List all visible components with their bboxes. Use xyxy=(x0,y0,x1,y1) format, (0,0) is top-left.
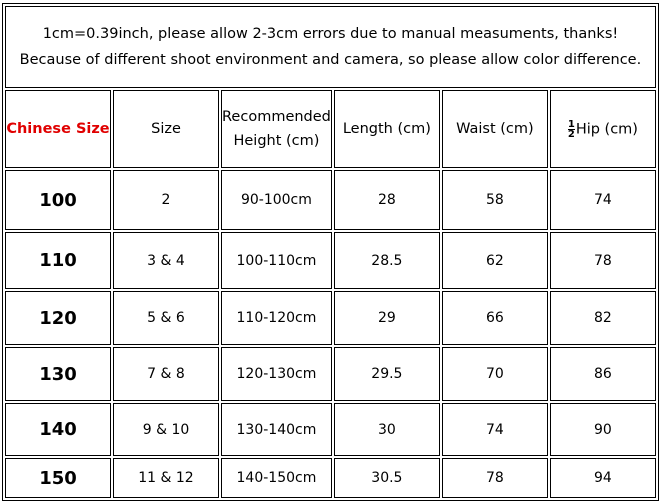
cell-waist: 78 xyxy=(441,458,548,498)
cell-size: 2 xyxy=(113,170,219,230)
table-row: 130 7 & 8 120-130cm 29.5 70 86 xyxy=(5,347,656,401)
fraction-denominator: 2 xyxy=(567,128,575,140)
header-hip-label: Hip (cm) xyxy=(575,121,638,137)
measurement-notice: 1cm=0.39inch, please allow 2-3cm errors … xyxy=(5,6,656,88)
cell-size: 5 & 6 xyxy=(113,291,219,345)
cell-height: 130-140cm xyxy=(221,403,332,456)
cell-height: 140-150cm xyxy=(221,458,332,498)
cell-size: 7 & 8 xyxy=(113,347,219,401)
cell-waist: 58 xyxy=(441,170,548,230)
cell-length: 29 xyxy=(333,291,440,345)
header-height-line2: Height (cm) xyxy=(233,133,320,149)
cell-hip: 86 xyxy=(549,347,656,401)
header-height-line1: Recommended xyxy=(222,109,331,125)
header-waist: Waist (cm) xyxy=(441,90,548,168)
cell-height: 110-120cm xyxy=(221,291,332,345)
table-row: 110 3 & 4 100-110cm 28.5 62 78 xyxy=(5,232,656,289)
cell-chinese-size: 130 xyxy=(5,347,111,401)
cell-hip: 90 xyxy=(549,403,656,456)
table-row: 100 2 90-100cm 28 58 74 xyxy=(5,170,656,230)
cell-waist: 66 xyxy=(441,291,548,345)
size-table: 1cm=0.39inch, please allow 2-3cm errors … xyxy=(2,3,659,501)
cell-length: 30.5 xyxy=(333,458,440,498)
cell-chinese-size: 140 xyxy=(5,403,111,456)
size-chart: 1cm=0.39inch, please allow 2-3cm errors … xyxy=(2,3,659,501)
cell-length: 28 xyxy=(333,170,440,230)
cell-height: 90-100cm xyxy=(221,170,332,230)
table-row: 150 11 & 12 140-150cm 30.5 78 94 xyxy=(5,458,656,498)
table-row: 120 5 & 6 110-120cm 29 66 82 xyxy=(5,291,656,345)
cell-waist: 70 xyxy=(441,347,548,401)
cell-chinese-size: 120 xyxy=(5,291,111,345)
cell-size: 9 & 10 xyxy=(113,403,219,456)
cell-size: 3 & 4 xyxy=(113,232,219,289)
header-size: Size xyxy=(113,90,219,168)
header-chinese-size: Chinese Size xyxy=(5,90,111,168)
cell-height: 120-130cm xyxy=(221,347,332,401)
cell-waist: 74 xyxy=(441,403,548,456)
cell-length: 30 xyxy=(333,403,440,456)
cell-hip: 94 xyxy=(549,458,656,498)
cell-hip: 82 xyxy=(549,291,656,345)
cell-length: 29.5 xyxy=(333,347,440,401)
cell-height: 100-110cm xyxy=(221,232,332,289)
cell-chinese-size: 110 xyxy=(5,232,111,289)
header-length: Length (cm) xyxy=(333,90,440,168)
cell-waist: 62 xyxy=(441,232,548,289)
cell-hip: 74 xyxy=(549,170,656,230)
fraction-numerator: 1 xyxy=(567,118,575,130)
cell-chinese-size: 150 xyxy=(5,458,111,498)
header-hip: 1 2 Hip (cm) xyxy=(549,90,656,168)
cell-chinese-size: 100 xyxy=(5,170,111,230)
cell-hip: 78 xyxy=(549,232,656,289)
cell-size: 11 & 12 xyxy=(113,458,219,498)
cell-length: 28.5 xyxy=(333,232,440,289)
header-height: Recommended Height (cm) xyxy=(221,90,332,168)
header-row: Chinese Size Size Recommended Height (cm)… xyxy=(5,90,656,168)
table-row: 140 9 & 10 130-140cm 30 74 90 xyxy=(5,403,656,456)
